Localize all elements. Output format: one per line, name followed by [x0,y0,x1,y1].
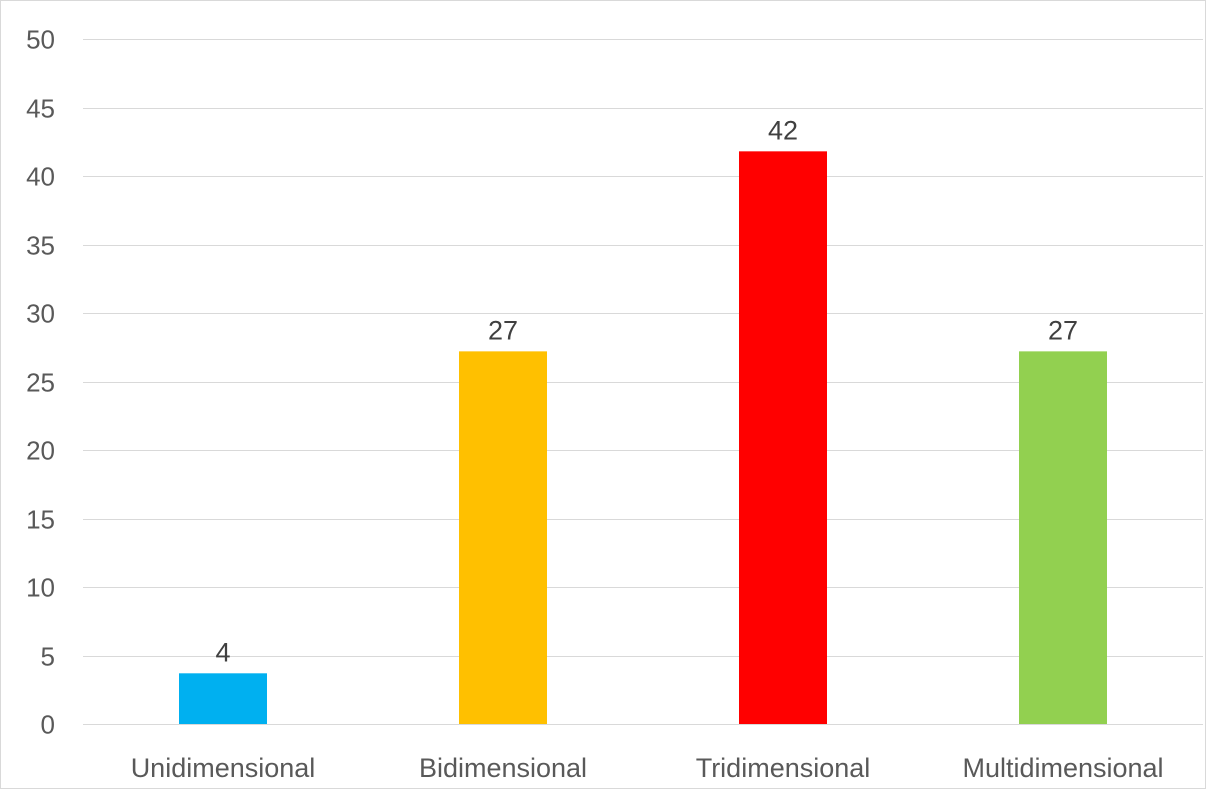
data-labels: 4 27 42 27 [215,115,1078,667]
category-label: Multidimensional [962,753,1163,783]
y-tick-label: 35 [26,231,55,261]
bar-multidimensional [1019,351,1107,724]
y-tick-label: 5 [41,642,55,672]
y-tick-label: 45 [26,94,55,124]
y-tick-label: 50 [26,25,55,55]
y-axis-tick-labels: 0 5 10 15 20 25 30 35 40 45 50 [26,25,55,740]
bar-tridimensional [739,151,827,725]
bar-bidimensional [459,351,547,724]
category-label: Unidimensional [131,753,316,783]
y-tick-label: 15 [26,505,55,535]
data-label: 27 [1048,315,1078,345]
category-label: Tridimensional [696,753,871,783]
category-label: Bidimensional [419,753,587,783]
y-tick-label: 0 [41,710,55,740]
y-tick-label: 10 [26,573,55,603]
y-tick-label: 20 [26,436,55,466]
data-label: 42 [768,115,798,145]
bars [179,151,1107,725]
data-label: 4 [215,637,230,667]
y-tick-label: 30 [26,299,55,329]
data-label: 27 [488,315,518,345]
gridlines [83,39,1203,725]
bar-unidimensional [179,673,267,724]
y-tick-label: 40 [26,162,55,192]
y-tick-label: 25 [26,368,55,398]
x-axis-category-labels: Unidimensional Bidimensional Tridimensiona… [131,753,1164,783]
